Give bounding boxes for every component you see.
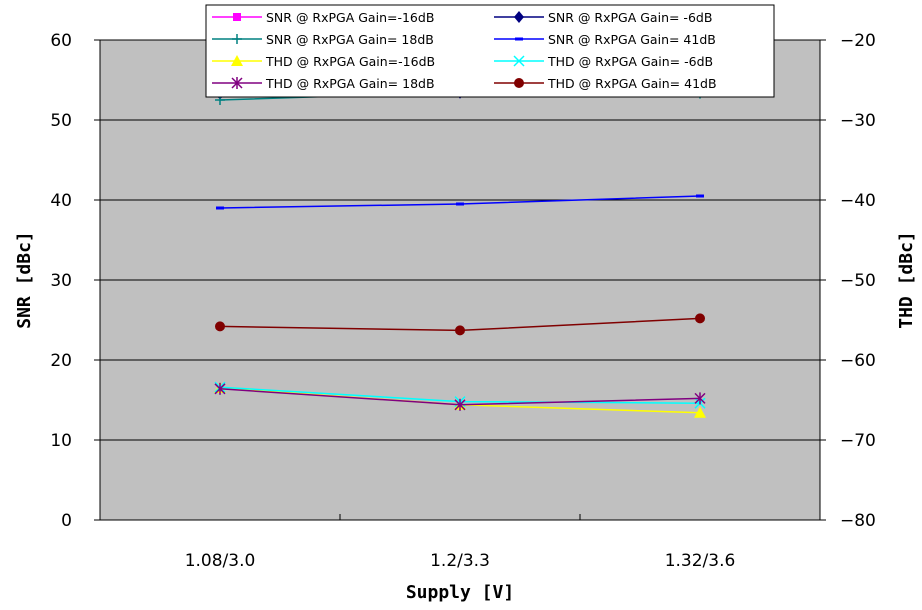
legend-swatch-marker bbox=[514, 78, 524, 88]
legend-label: THD @ RxPGA Gain= 18dB bbox=[265, 76, 435, 91]
y-right-tick-label: −40 bbox=[840, 191, 876, 211]
series-4 bbox=[216, 194, 704, 210]
y-right-tick-label: −30 bbox=[840, 111, 876, 131]
legend-swatch-marker bbox=[231, 55, 243, 66]
legend-item: SNR @ RxPGA Gain=-16dB bbox=[212, 10, 434, 25]
y-left-tick-label: 40 bbox=[50, 191, 72, 211]
y-right-tick-label: −70 bbox=[840, 431, 876, 451]
legend-label: THD @ RxPGA Gain= 41dB bbox=[547, 76, 717, 91]
legend: SNR @ RxPGA Gain=-16dB SNR @ RxPGA Gain= … bbox=[205, 4, 775, 98]
legend-swatch-marker bbox=[232, 34, 242, 44]
data-point bbox=[215, 321, 225, 332]
legend-item: THD @ RxPGA Gain= 18dB bbox=[212, 76, 435, 91]
data-point bbox=[454, 398, 466, 411]
y-left-tick-label: 20 bbox=[50, 351, 72, 371]
legend-label: SNR @ RxPGA Gain= -6dB bbox=[548, 10, 712, 25]
legend-item: THD @ RxPGA Gain=-16dB bbox=[212, 54, 435, 69]
y-right-tick-label: −20 bbox=[840, 31, 876, 51]
y-right-tick-label: −50 bbox=[840, 271, 876, 291]
legend-swatch-marker bbox=[513, 55, 525, 67]
axes: 0 10 20 30 40 50 60 −80 −70 −60 −50 −40 −30 −20 1.08/3… bbox=[50, 31, 876, 571]
data-point bbox=[455, 325, 465, 336]
series-8 bbox=[215, 313, 705, 336]
y-left-tick-label: 10 bbox=[50, 431, 72, 451]
series-7 bbox=[214, 382, 706, 411]
y-left-tick-label: 30 bbox=[50, 271, 72, 291]
legend-box bbox=[205, 4, 775, 98]
legend-swatch-marker bbox=[514, 11, 524, 23]
legend-swatch-marker bbox=[231, 77, 243, 89]
data-point bbox=[214, 382, 226, 395]
y-right-tick-label: −60 bbox=[840, 351, 876, 371]
legend-label: THD @ RxPGA Gain=-16dB bbox=[265, 54, 435, 69]
legend-label: SNR @ RxPGA Gain= 41dB bbox=[548, 32, 716, 47]
y-left-tick-label: 50 bbox=[50, 111, 72, 131]
y-left-tick-label: 0 bbox=[61, 511, 72, 531]
data-point bbox=[694, 392, 706, 405]
data-point bbox=[216, 206, 224, 210]
y-right-tick-label: −80 bbox=[840, 511, 876, 531]
marker-stroke bbox=[513, 55, 525, 67]
legend-item: SNR @ RxPGA Gain= 18dB bbox=[212, 32, 434, 47]
legend-item: THD @ RxPGA Gain= -6dB bbox=[494, 54, 713, 69]
y-left-tick-label: 60 bbox=[50, 31, 72, 51]
legend-label: SNR @ RxPGA Gain=-16dB bbox=[266, 10, 434, 25]
legend-item: SNR @ RxPGA Gain= 41dB bbox=[494, 32, 716, 47]
legend-item: THD @ RxPGA Gain= 41dB bbox=[494, 76, 717, 91]
legend-swatch-marker bbox=[233, 13, 241, 21]
data-point bbox=[456, 202, 464, 206]
x-axis-title: Supply [V] bbox=[406, 582, 514, 603]
y-axis-right-title: THD [dBc] bbox=[896, 231, 917, 329]
legend-swatch-marker bbox=[515, 37, 523, 41]
x-tick-label: 1.32/3.6 bbox=[665, 551, 736, 571]
legend-label: THD @ RxPGA Gain= -6dB bbox=[547, 54, 713, 69]
legend-label: SNR @ RxPGA Gain= 18dB bbox=[266, 32, 434, 47]
y-axis-left-title: SNR [dBc] bbox=[14, 231, 35, 329]
x-tick-label: 1.08/3.0 bbox=[185, 551, 256, 571]
x-tick-label: 1.2/3.3 bbox=[430, 551, 490, 571]
data-point bbox=[695, 313, 705, 324]
data-point bbox=[694, 406, 706, 418]
data-point bbox=[696, 194, 704, 198]
legend-item: SNR @ RxPGA Gain= -6dB bbox=[494, 10, 712, 25]
